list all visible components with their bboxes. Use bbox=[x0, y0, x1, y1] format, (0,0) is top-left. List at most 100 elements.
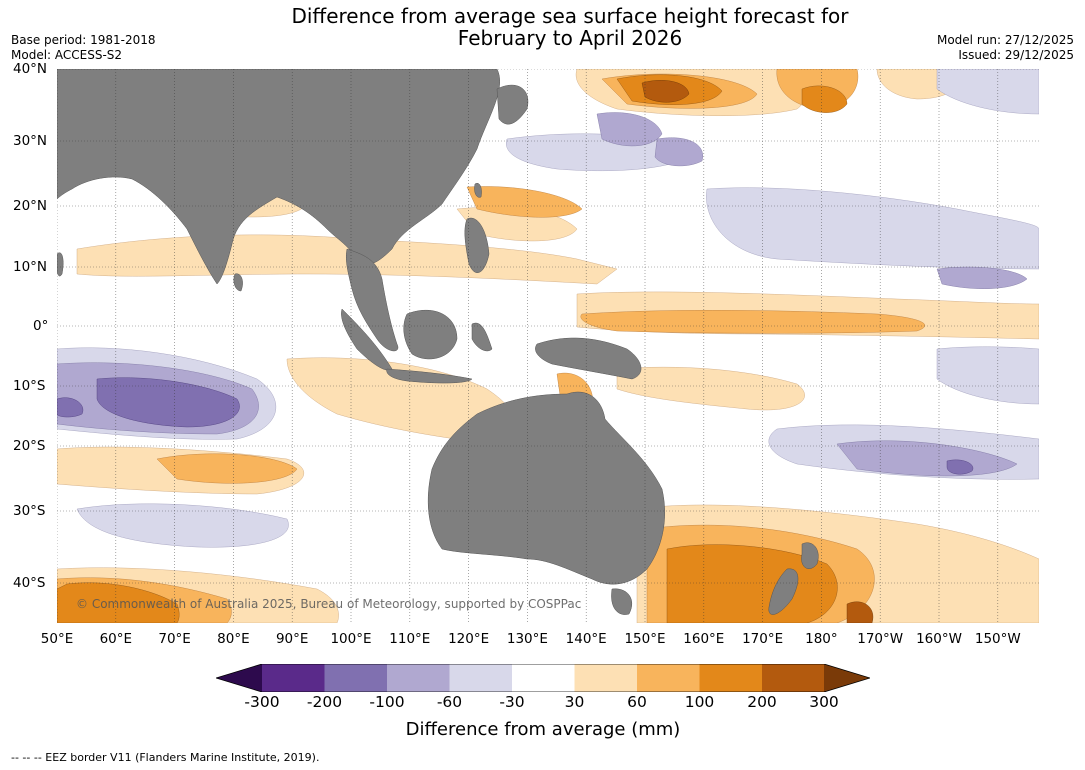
madagascar-island bbox=[57, 252, 64, 277]
anomaly-region bbox=[580, 310, 925, 334]
colorbar-min-arrow bbox=[216, 664, 262, 692]
anomaly-region bbox=[57, 582, 180, 623]
new-guinea-island bbox=[535, 337, 642, 380]
colorbar bbox=[216, 664, 870, 692]
base-period: Base period: 1981-2018 bbox=[11, 33, 156, 47]
colorbar-tick-label: -200 bbox=[306, 693, 343, 711]
taiwan-island bbox=[474, 183, 482, 198]
longitude-label: 50°E bbox=[40, 631, 74, 647]
colorbar-segment-pos200 bbox=[762, 664, 824, 692]
anomaly-region bbox=[641, 80, 690, 103]
longitude-label: 150°W bbox=[974, 631, 1021, 647]
anomaly-region bbox=[596, 112, 663, 147]
latitude-label: 10°S bbox=[13, 378, 46, 394]
longitude-label: 90°E bbox=[275, 631, 309, 647]
longitude-label: 100°E bbox=[330, 631, 372, 647]
colorbar-tick-label: 60 bbox=[627, 693, 647, 711]
longitude-label: 60°E bbox=[99, 631, 133, 647]
longitude-label: 170°E bbox=[742, 631, 784, 647]
longitude-label: 150°E bbox=[624, 631, 666, 647]
longitude-label: 110°E bbox=[389, 631, 431, 647]
java-island bbox=[386, 368, 473, 384]
sea-surface-height-map bbox=[57, 69, 1039, 623]
colorbar-tick-label: 200 bbox=[747, 693, 777, 711]
anomaly-region bbox=[706, 187, 1039, 270]
colorbar-segment-pos100 bbox=[699, 664, 762, 692]
anomaly-region bbox=[936, 346, 1039, 405]
colorbar-segment-pos60 bbox=[637, 664, 700, 692]
japan-islands bbox=[496, 84, 529, 125]
sri-lanka-island bbox=[233, 273, 243, 292]
longitude-label: 160°W bbox=[916, 631, 962, 647]
colorbar-tick-label: 100 bbox=[684, 693, 715, 711]
colorbar-tick-label: 30 bbox=[564, 693, 585, 711]
new-zealand-north-island bbox=[801, 542, 819, 569]
anomaly-region bbox=[156, 453, 298, 484]
latitude-label: 20°S bbox=[13, 438, 46, 454]
meta-left: Base period: 1981-2018 Model: ACCESS-S2 bbox=[11, 33, 156, 63]
longitude-label: 70°E bbox=[158, 631, 191, 647]
latitude-label: 10°N bbox=[13, 259, 48, 275]
anomaly-region bbox=[801, 85, 848, 113]
anomaly-region bbox=[76, 503, 289, 548]
latitude-label: 20°N bbox=[13, 198, 48, 214]
anomaly-region bbox=[946, 459, 974, 475]
borneo-island bbox=[403, 309, 458, 360]
colorbar-max-arrow bbox=[824, 664, 870, 692]
anomaly-region bbox=[616, 366, 805, 411]
colorbar-tick-label: -300 bbox=[244, 693, 280, 711]
anomaly-region bbox=[846, 601, 874, 623]
longitude-label: 170°W bbox=[857, 631, 904, 647]
colorbar-segment-neg300 bbox=[262, 664, 325, 692]
issued-date: Issued: 29/12/2025 bbox=[958, 48, 1074, 62]
colorbar-tick-label: 300 bbox=[809, 693, 839, 711]
tasmania-island bbox=[611, 588, 633, 615]
asia-landmass bbox=[57, 69, 500, 285]
latitude-label: 40°S bbox=[13, 575, 46, 591]
latitude-label: 30°S bbox=[13, 503, 46, 519]
colorbar-tick-label: -60 bbox=[436, 693, 463, 711]
chart-title: Difference from average sea surface heig… bbox=[200, 5, 940, 49]
longitude-label: 180° bbox=[805, 631, 838, 647]
anomaly-region bbox=[466, 186, 583, 218]
colorbar-tick-label: -30 bbox=[499, 693, 525, 711]
longitude-label: 140°E bbox=[565, 631, 607, 647]
colorbar-segment-neg60 bbox=[449, 664, 512, 692]
title-line-2: February to April 2026 bbox=[457, 26, 683, 50]
colorbar-segment-neg100 bbox=[387, 664, 450, 692]
anomaly-region bbox=[57, 397, 84, 418]
anomaly-region bbox=[936, 266, 1028, 289]
anomaly-neg100-layer bbox=[57, 377, 974, 475]
longitude-label: 160°E bbox=[683, 631, 725, 647]
anomaly-pos200-layer bbox=[641, 80, 874, 623]
latitude-label: 40°N bbox=[13, 61, 48, 77]
anomaly-region bbox=[936, 69, 1039, 115]
title-line-1: Difference from average sea surface heig… bbox=[291, 4, 849, 28]
meta-right: Model run: 27/12/2025 Issued: 29/12/2025 bbox=[937, 33, 1074, 63]
colorbar-segment-pos30 bbox=[574, 664, 637, 692]
eez-legend-footer: -- -- -- EEZ border V11 (Flanders Marine… bbox=[11, 751, 320, 764]
colorbar-segment-zero bbox=[512, 664, 575, 692]
sulawesi-island bbox=[471, 322, 493, 352]
copyright-notice: © Commonwealth of Australia 2025, Bureau… bbox=[76, 597, 582, 611]
latitude-label: 30°N bbox=[13, 133, 48, 149]
longitude-label: 120°E bbox=[448, 631, 490, 647]
anomaly-pos100-layer bbox=[57, 74, 848, 623]
anomaly-region bbox=[666, 544, 838, 623]
model-run: Model run: 27/12/2025 bbox=[936, 33, 1074, 47]
anomaly-region bbox=[654, 137, 703, 167]
longitude-label: 80°E bbox=[217, 631, 250, 647]
longitude-label: 130°E bbox=[506, 631, 548, 647]
philippines-islands bbox=[464, 217, 490, 273]
land-layer bbox=[57, 69, 819, 615]
latitude-label: 0° bbox=[33, 318, 49, 334]
sumatra-island bbox=[341, 308, 393, 371]
new-zealand-south-island bbox=[768, 568, 799, 615]
map-graticule bbox=[57, 69, 1039, 623]
colorbar-tick-label: -100 bbox=[369, 693, 405, 711]
australia-continent bbox=[427, 391, 665, 585]
colorbar-title: Difference from average (mm) bbox=[405, 719, 681, 740]
colorbar-segment-neg200 bbox=[324, 664, 387, 692]
anomaly-region bbox=[96, 377, 240, 428]
model-name: Model: ACCESS-S2 bbox=[11, 48, 123, 62]
